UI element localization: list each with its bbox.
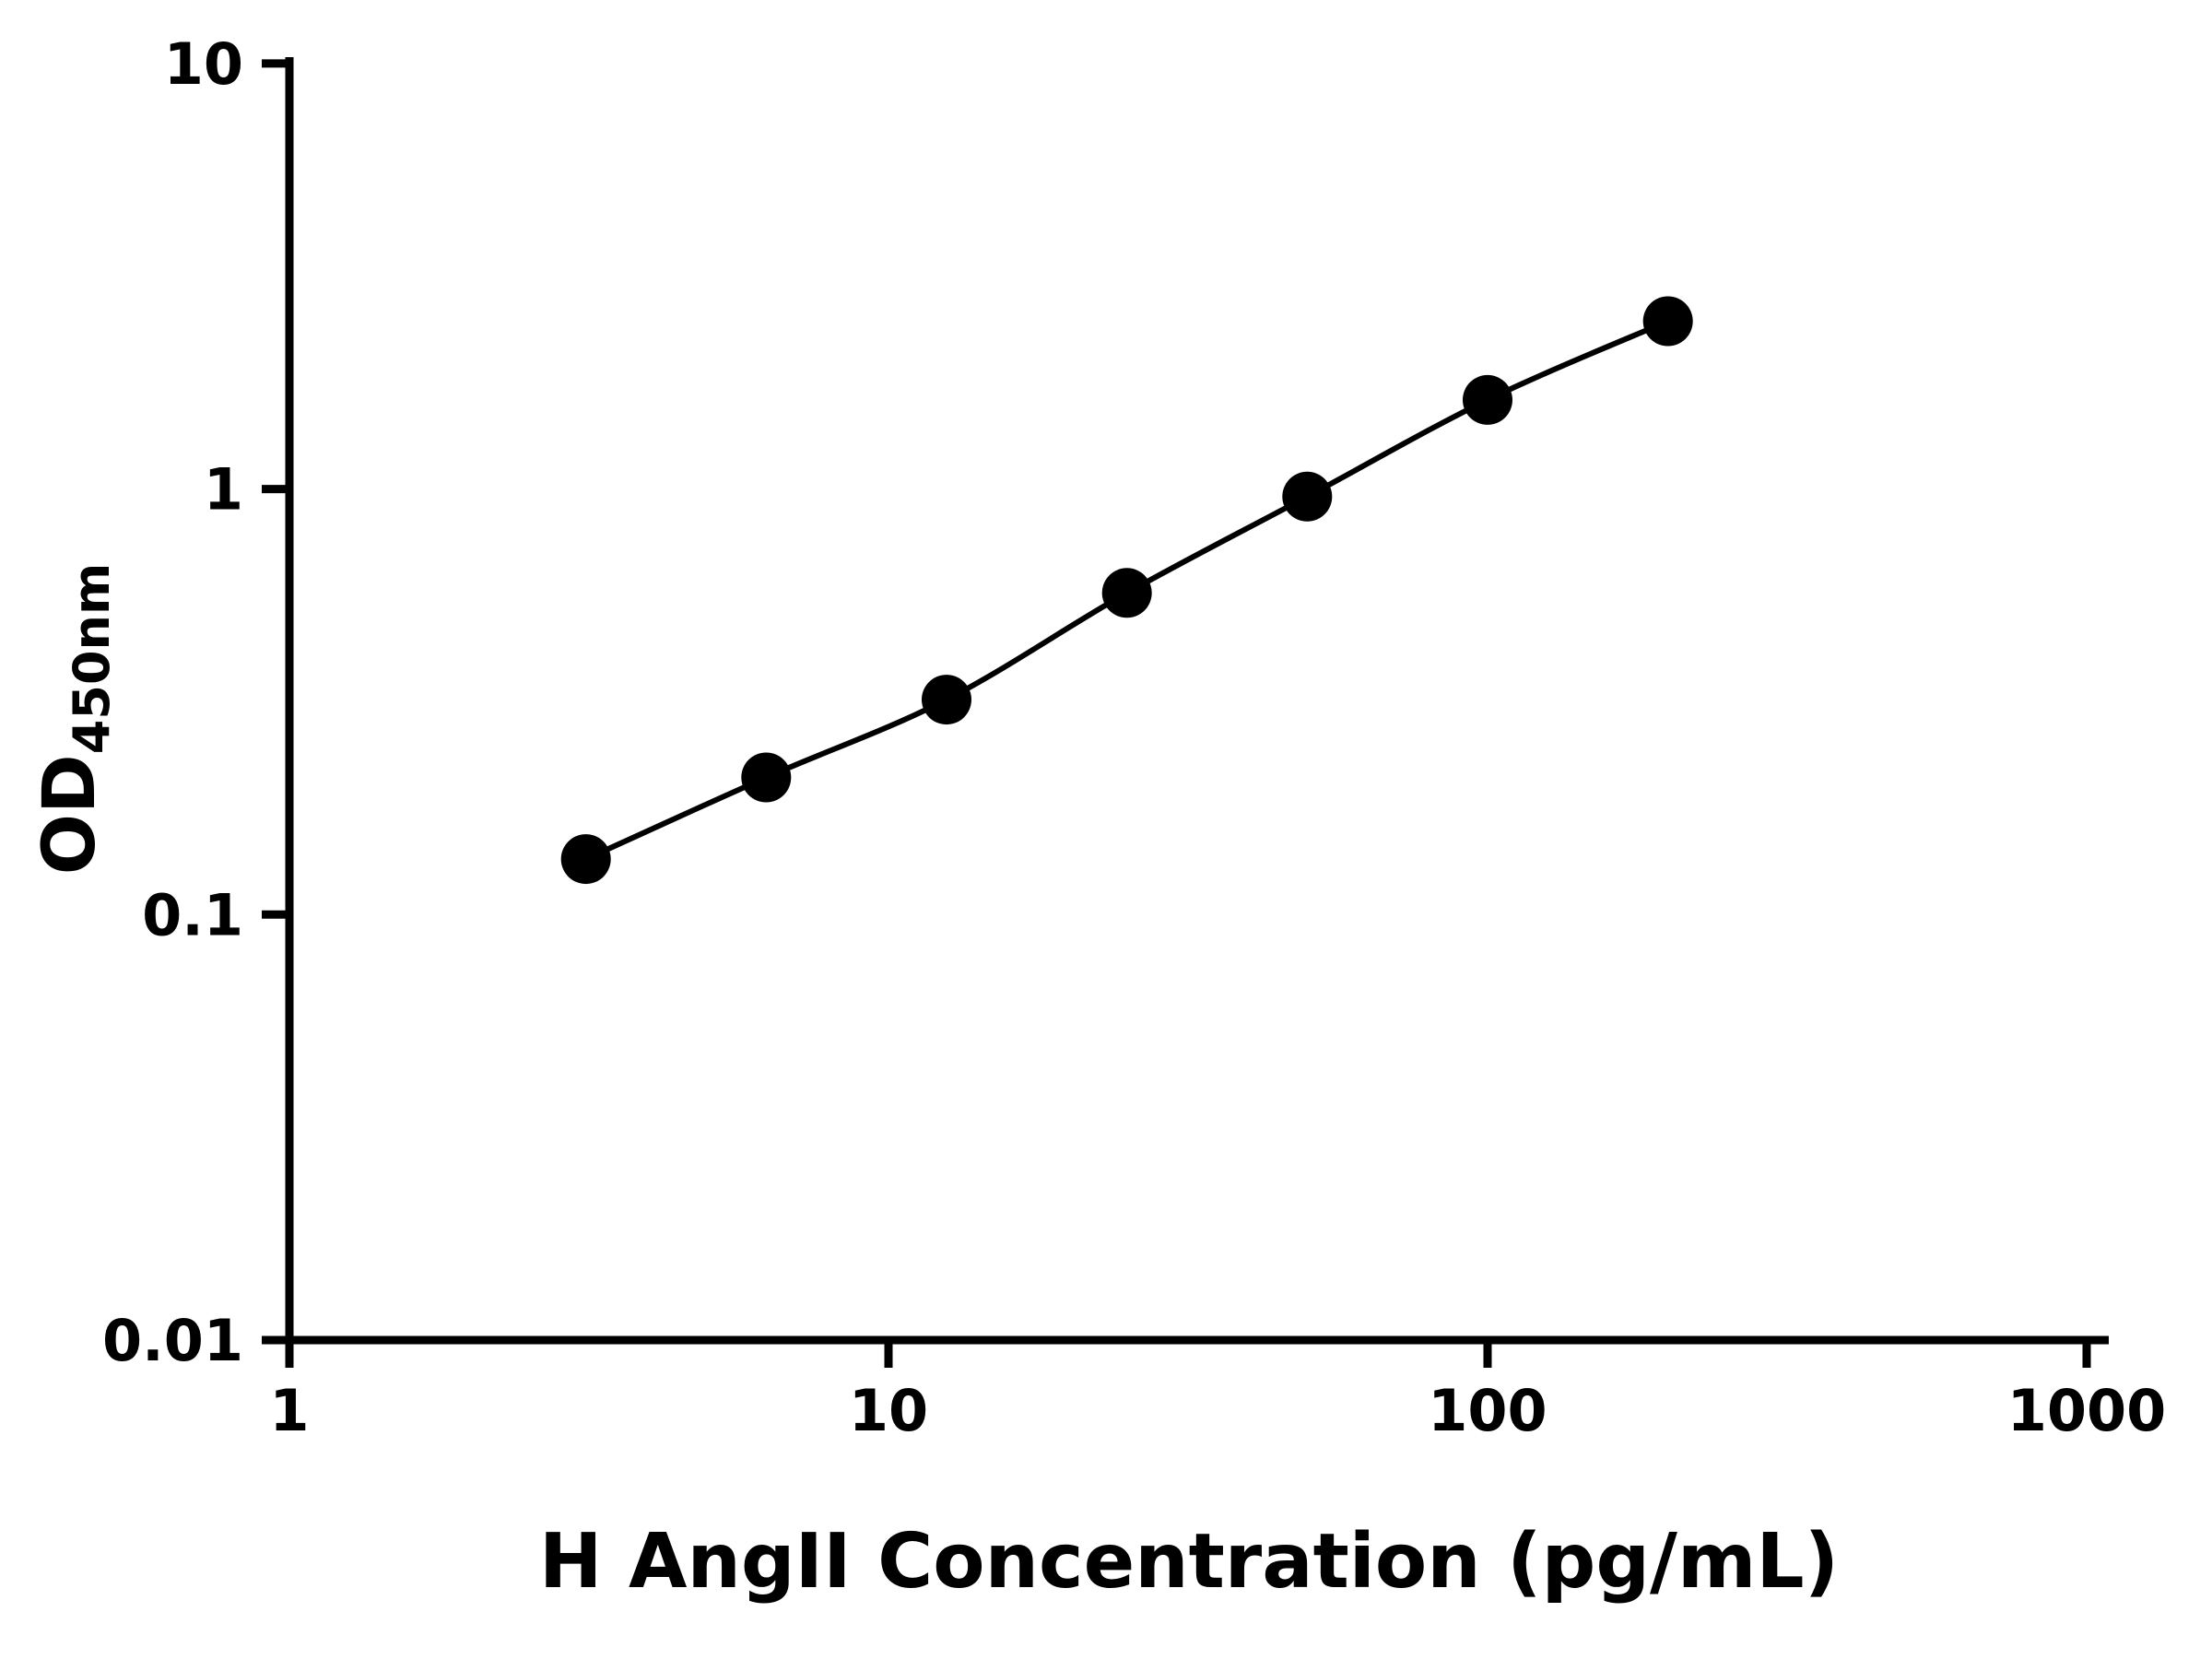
y-axis-title-sub: 450nm xyxy=(63,563,121,754)
data-point xyxy=(1463,374,1512,425)
plot-area: 1 10 100 1000 0.01 0.1 1 10 xyxy=(102,30,2166,1444)
x-tick-label: 1 xyxy=(269,1377,309,1444)
data-point xyxy=(1642,296,1693,347)
data-point xyxy=(1101,568,1152,618)
y-tick-label: 1 xyxy=(204,456,243,524)
x-tick-label: 1000 xyxy=(2007,1377,2167,1444)
x-tick-label: 100 xyxy=(1428,1377,1547,1444)
data-point xyxy=(1282,471,1333,522)
y-axis-title: OD450nm xyxy=(29,563,121,876)
y-axis-title-main: OD xyxy=(29,754,112,875)
data-point xyxy=(741,752,792,803)
y-tick-label: 10 xyxy=(164,30,243,98)
x-axis-title: H AngII Concentration (pg/mL) xyxy=(539,1518,1839,1606)
y-tick-label: 0.1 xyxy=(142,881,243,948)
data-point xyxy=(922,675,971,725)
data-point xyxy=(560,834,611,885)
x-tick-label: 10 xyxy=(849,1377,928,1444)
y-tick-label: 0.01 xyxy=(102,1307,243,1374)
